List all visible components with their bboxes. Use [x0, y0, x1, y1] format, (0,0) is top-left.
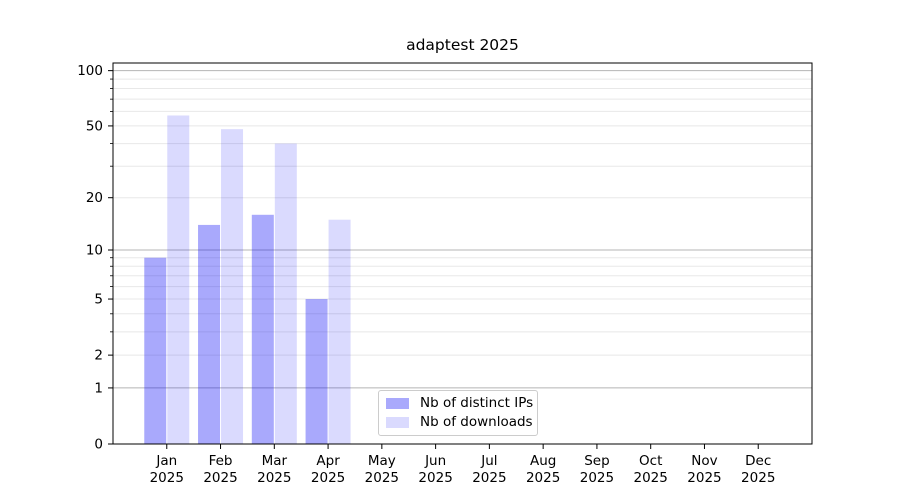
y-tick-label: 20 [86, 190, 103, 206]
x-tick-label-month: Aug [530, 453, 556, 469]
bar-distinct-ips [144, 257, 167, 444]
legend-swatch-distinct-ips [386, 398, 409, 410]
x-tick-label-month: May [368, 453, 396, 469]
x-tick-label-year: 2025 [150, 470, 184, 486]
bar-distinct-ips [305, 299, 328, 444]
y-tick-label: 2 [94, 348, 103, 364]
x-tick-label-year: 2025 [203, 470, 237, 486]
x-tick-label-month: Sep [584, 453, 609, 469]
y-tick-label: 10 [86, 243, 103, 259]
legend-label-distinct-ips: Nb of distinct IPs [420, 395, 534, 411]
bar-downloads [167, 115, 190, 444]
bar-downloads [274, 143, 297, 444]
legend-label-downloads: Nb of downloads [420, 413, 533, 430]
x-tick-label-month: Nov [691, 453, 717, 469]
x-tick-label-year: 2025 [418, 470, 452, 486]
y-tick-label: 5 [94, 292, 103, 308]
x-tick-label-month: Jan [155, 453, 177, 469]
x-tick-label-year: 2025 [526, 470, 560, 486]
legend-item-downloads: Nb of downloads [386, 413, 537, 430]
plot-border [112, 62, 813, 445]
x-tick-label-year: 2025 [257, 470, 291, 486]
bar-downloads [221, 129, 244, 444]
x-tick-label-year: 2025 [741, 470, 775, 486]
legend-item-distinct-ips: Nb of distinct IPs [386, 395, 537, 411]
x-tick-label-year: 2025 [472, 470, 506, 486]
x-tick-label-month: Apr [316, 453, 340, 469]
legend-swatch-downloads [386, 416, 409, 428]
x-tick-label-year: 2025 [687, 470, 721, 486]
y-tick-label: 0 [94, 437, 103, 453]
bar-distinct-ips [251, 214, 274, 444]
x-tick-label-month: Dec [745, 453, 771, 469]
y-tick-label: 50 [86, 118, 103, 134]
x-tick-label-month: Jul [480, 453, 497, 469]
chart-title: adaptest 2025 [406, 36, 519, 54]
x-tick-label-year: 2025 [634, 470, 668, 486]
x-tick-label-year: 2025 [580, 470, 614, 486]
x-tick-label-month: Jun [424, 453, 446, 469]
y-tick-label: 1 [94, 380, 103, 396]
bar-downloads [328, 219, 351, 444]
x-tick-label-month: Feb [209, 453, 233, 469]
x-tick-label-month: Oct [639, 453, 662, 469]
legend: Nb of distinct IPs Nb of downloads [378, 390, 538, 436]
x-tick-label-year: 2025 [365, 470, 399, 486]
y-tick-label: 100 [77, 63, 103, 79]
x-tick-label-year: 2025 [311, 470, 345, 486]
x-tick-label-month: Mar [262, 453, 288, 469]
bar-distinct-ips [198, 224, 221, 444]
